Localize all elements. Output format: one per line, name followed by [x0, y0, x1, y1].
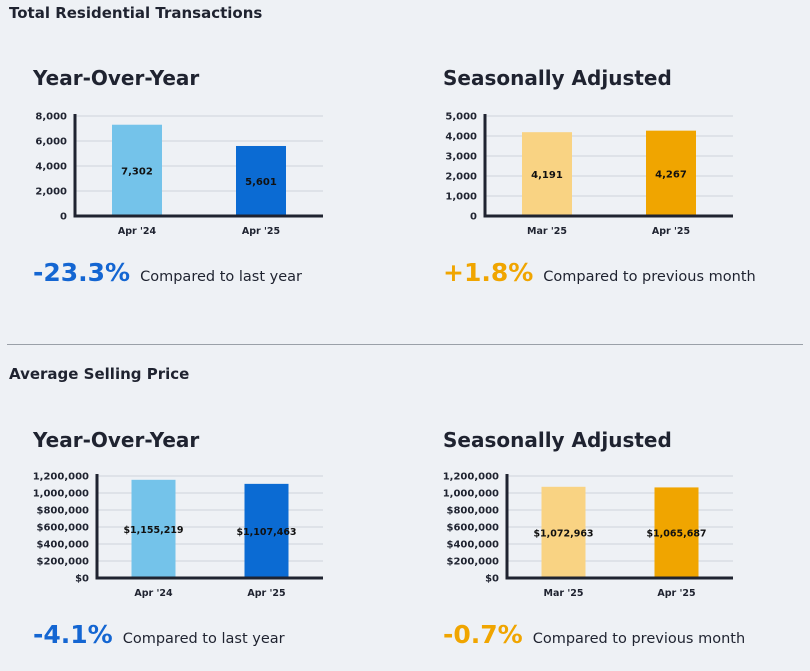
bar-value-label: 4,191 — [531, 170, 563, 181]
y-tick-label: 8,000 — [35, 112, 67, 123]
y-tick-label: 0 — [60, 212, 67, 223]
y-tick-label: 2,000 — [35, 187, 67, 198]
x-tick-label: Apr '25 — [657, 588, 695, 599]
bar-value-label: $1,107,463 — [236, 527, 296, 538]
x-tick-label: Apr '25 — [242, 226, 280, 237]
bar — [541, 486, 586, 578]
metric-text: Compared to previous month — [543, 269, 756, 285]
y-tick-label: $600,000 — [446, 523, 499, 534]
section-title-price: Average Selling Price — [9, 365, 190, 383]
y-tick-label: $1,000,000 — [443, 489, 499, 500]
bar — [244, 483, 289, 578]
y-tick-label: $600,000 — [36, 523, 89, 534]
bar — [646, 130, 696, 216]
bar — [131, 479, 176, 578]
x-tick-label: Apr '25 — [652, 226, 690, 237]
metric-value: -4.1% — [33, 620, 113, 649]
panel-title: Seasonally Adjusted — [443, 428, 672, 452]
y-tick-label: $1,200,000 — [33, 472, 89, 483]
y-tick-label: 6,000 — [35, 137, 67, 148]
y-tick-label: $800,000 — [446, 506, 499, 517]
metric-row: -0.7% Compared to previous month — [443, 620, 745, 649]
metric-value: -23.3% — [33, 258, 131, 287]
bar-value-label: $1,072,963 — [533, 528, 593, 539]
y-tick-label: $400,000 — [446, 540, 499, 551]
bar-value-label: $1,155,219 — [123, 525, 183, 536]
metric-text: Compared to last year — [122, 631, 285, 647]
x-tick-label: Apr '24 — [118, 226, 157, 237]
y-tick-label: $200,000 — [446, 557, 499, 568]
bar — [112, 124, 162, 216]
y-tick-label: 4,000 — [35, 162, 67, 173]
x-tick-label: Apr '24 — [134, 588, 173, 599]
x-tick-label: Apr '25 — [247, 588, 285, 599]
bar-value-label: 7,302 — [121, 166, 153, 177]
metric-row: +1.8% Compared to previous month — [443, 258, 756, 287]
panel-transactions-yoy: Year-Over-Year 0 2,000 4,000 6,000 8,000 7,30… — [33, 66, 393, 296]
metric-row: -4.1% Compared to last year — [33, 620, 285, 649]
bar-value-label: 5,601 — [245, 177, 277, 188]
panel-title: Year-Over-Year — [33, 428, 200, 452]
y-tick-label: 0 — [470, 212, 477, 223]
metric-text: Compared to last year — [140, 269, 302, 285]
section-title-transactions: Total Residential Transactions — [9, 4, 263, 22]
bar-chart-transactions-yoy: 0 2,000 4,000 6,000 8,000 7,302 Apr '24 5,601 Ap… — [35, 112, 323, 237]
bar — [236, 145, 286, 216]
panel-title: Seasonally Adjusted — [443, 66, 672, 90]
y-tick-label: $200,000 — [36, 557, 89, 568]
section-divider — [7, 344, 803, 345]
y-tick-label: 4,000 — [445, 132, 477, 143]
panel-price-sa: Seasonally Adjusted $0 $200,000 $400,000 $6… — [443, 428, 803, 658]
y-tick-label: $0 — [485, 574, 499, 585]
y-tick-label: $1,000,000 — [33, 489, 89, 500]
panel-price-yoy: Year-Over-Year $0 $200,000 $400,000 $600,00… — [33, 428, 393, 658]
y-tick-label: 3,000 — [445, 152, 477, 163]
y-tick-label: 5,000 — [445, 112, 477, 123]
y-tick-label: $800,000 — [36, 506, 89, 517]
x-tick-label: Mar '25 — [527, 226, 567, 237]
y-tick-label: $0 — [75, 574, 89, 585]
panel-transactions-sa: Seasonally Adjusted 0 1,000 2,000 3,000 4,00… — [443, 66, 803, 296]
metric-value: -0.7% — [443, 620, 523, 649]
bar — [522, 132, 572, 216]
bar-chart-price-yoy: $0 $200,000 $400,000 $600,000 $800,000 $1,000… — [33, 472, 323, 599]
panel-title: Year-Over-Year — [33, 66, 200, 90]
metric-value: +1.8% — [443, 258, 534, 287]
metric-text: Compared to previous month — [532, 631, 746, 647]
bar-value-label: $1,065,687 — [646, 529, 706, 540]
bar-chart-transactions-sa: 0 1,000 2,000 3,000 4,000 5,000 4,191 Mar '25 4,… — [445, 112, 733, 237]
bar — [654, 487, 699, 578]
metric-row: -23.3% Compared to last year — [33, 258, 302, 287]
bar-chart-price-sa: $0 $200,000 $400,000 $600,000 $800,000 $1,000… — [443, 472, 733, 599]
y-tick-label: 2,000 — [445, 172, 477, 183]
y-tick-label: 1,000 — [445, 192, 477, 203]
x-tick-label: Mar '25 — [544, 588, 584, 599]
bar-value-label: 4,267 — [655, 169, 687, 180]
y-tick-label: $1,200,000 — [443, 472, 499, 483]
y-tick-label: $400,000 — [36, 540, 89, 551]
